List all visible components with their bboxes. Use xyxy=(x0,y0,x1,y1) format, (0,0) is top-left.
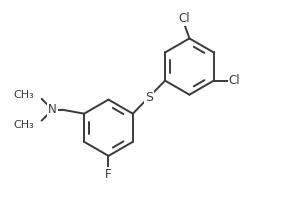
Text: Cl: Cl xyxy=(179,12,190,25)
Text: F: F xyxy=(105,168,112,181)
Text: N: N xyxy=(48,103,57,116)
Text: CH₃: CH₃ xyxy=(13,119,34,130)
Text: Cl: Cl xyxy=(229,74,240,87)
Text: S: S xyxy=(145,91,153,104)
Text: CH₃: CH₃ xyxy=(13,90,34,100)
